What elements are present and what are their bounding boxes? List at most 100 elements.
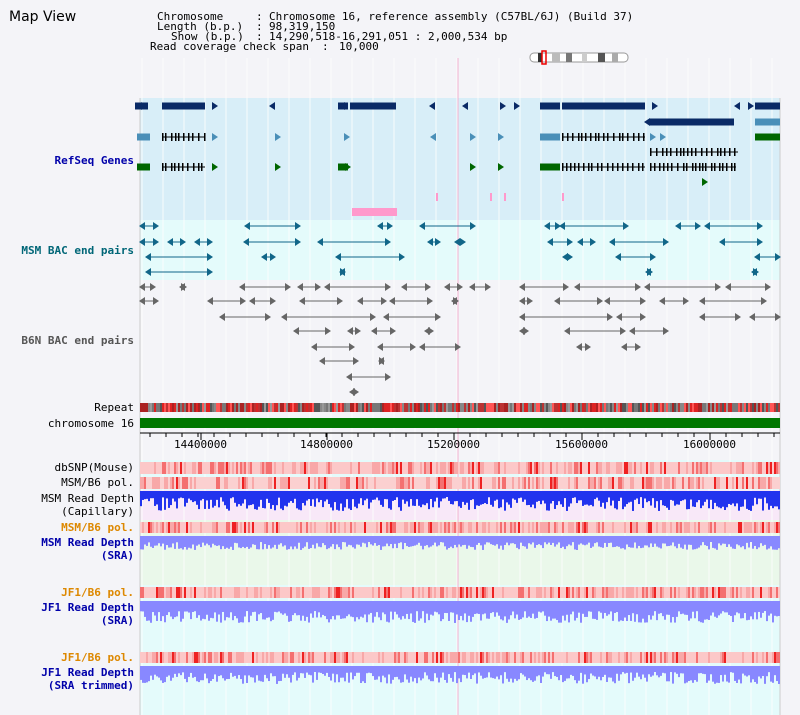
repeat-segment — [276, 403, 278, 412]
snp-heat-cell — [452, 462, 454, 474]
depth-bar — [644, 601, 646, 623]
depth-bar — [432, 536, 434, 546]
repeat-segment — [716, 403, 718, 412]
repeat-segment — [190, 403, 192, 412]
length-label: Length (b.p.) — [157, 20, 244, 33]
depth-bar — [518, 666, 520, 680]
pol-heat-cell — [538, 522, 540, 533]
depth-bar — [346, 491, 348, 500]
repeat-segment — [314, 403, 316, 412]
depth-bar — [660, 601, 662, 614]
depth-bar — [624, 666, 626, 674]
pol-heat-cell — [660, 477, 662, 489]
pol-heat-cell — [736, 587, 738, 598]
pol-heat-cell — [420, 522, 422, 533]
repeat-segment — [402, 403, 404, 412]
pol-heat-cell — [196, 652, 198, 663]
pol-heat-cell — [276, 477, 278, 489]
depth-bar — [140, 601, 142, 612]
depth-bar — [468, 601, 470, 616]
pol-heat-cell — [556, 587, 558, 598]
depth-bar — [300, 491, 302, 511]
pol-heat-cell — [514, 652, 516, 663]
depth-bar — [660, 536, 662, 549]
depth-bar — [778, 666, 780, 684]
pol-heat-cell — [408, 587, 410, 598]
pol-heat-cell — [154, 587, 156, 598]
pol-heat-cell — [758, 652, 760, 663]
pol-heat-cell — [660, 522, 662, 533]
gene-exon — [198, 133, 200, 141]
pol-heat-cell — [666, 477, 668, 489]
pol-heat-cell — [668, 477, 670, 489]
pol-heat-cell — [248, 652, 250, 663]
snp-heat-cell — [198, 462, 200, 474]
pol-heat-cell — [722, 477, 724, 489]
snp-heat-cell — [528, 462, 530, 474]
track-label-b6n-bac[interactable]: B6N BAC end pairs — [21, 334, 134, 347]
depth-bar — [772, 536, 774, 550]
snp-heat-cell — [698, 462, 700, 474]
depth-bar — [344, 601, 346, 619]
depth-bar — [508, 536, 510, 546]
pol-heat-cell — [258, 477, 260, 489]
pol-heat-cell — [318, 587, 320, 598]
snp-heat-cell — [360, 462, 362, 474]
snp-heat-cell — [656, 462, 658, 474]
pol-heat-cell — [714, 477, 716, 489]
pol-heat-cell — [380, 477, 382, 489]
depth-bar — [258, 491, 260, 507]
gene-arrow — [765, 283, 771, 291]
snp-heat-cell — [558, 462, 560, 474]
pol-heat-cell — [450, 652, 452, 663]
snp-heat-cell — [216, 462, 218, 474]
pol-heat-cell — [216, 587, 218, 598]
depth-bar — [180, 666, 182, 676]
gene-arrow — [523, 327, 529, 335]
snp-heat-cell — [362, 462, 364, 474]
pol-heat-cell — [396, 652, 398, 663]
pol-heat-cell — [150, 587, 152, 598]
pol-heat-cell — [654, 522, 656, 533]
depth-bar — [474, 536, 476, 550]
depth-bar — [614, 601, 616, 613]
track-label-msm-bac[interactable]: MSM BAC end pairs — [21, 244, 134, 257]
depth-bar — [694, 666, 696, 681]
pol-heat-cell — [768, 477, 770, 489]
pol-heat-cell — [294, 587, 296, 598]
depth-bar — [140, 666, 142, 680]
pol-heat-cell — [394, 522, 396, 533]
depth-bar — [328, 491, 330, 505]
pol-heat-cell — [392, 477, 394, 489]
pol-heat-cell — [726, 477, 728, 489]
pol-heat-cell — [740, 587, 742, 598]
pol-heat-cell — [416, 477, 418, 489]
pol-heat-cell — [760, 522, 762, 533]
snp-heat-cell — [424, 462, 426, 474]
pol-heat-cell — [258, 652, 260, 663]
snp-heat-cell — [610, 462, 612, 474]
repeat-segment — [366, 403, 368, 412]
pol-heat-cell — [230, 522, 232, 533]
pol-heat-cell — [778, 587, 780, 598]
gene-exon — [638, 163, 640, 171]
snp-heat-cell — [426, 462, 428, 474]
repeat-segment — [540, 403, 542, 412]
depth-bar — [232, 601, 234, 621]
gene-exon — [671, 163, 673, 171]
depth-bar — [386, 666, 388, 684]
depth-bar — [184, 536, 186, 548]
pol-heat-cell — [372, 477, 374, 489]
depth-bar — [216, 491, 218, 500]
gene-arrow — [335, 253, 341, 261]
pol-heat-cell — [600, 522, 602, 533]
depth-bar — [498, 536, 500, 549]
pol-heat-cell — [718, 652, 720, 663]
depth-bar — [552, 601, 554, 619]
gene-arrow — [734, 102, 740, 110]
pol-heat-cell — [762, 477, 764, 489]
depth-bar — [586, 491, 588, 505]
track-label-refseq[interactable]: RefSeq Genes — [54, 154, 134, 167]
